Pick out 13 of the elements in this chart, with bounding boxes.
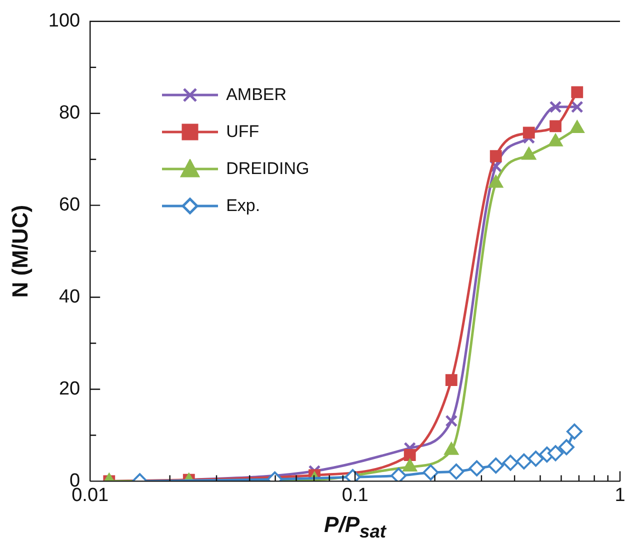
x-tick-label: 1 bbox=[614, 484, 626, 506]
x-axis-title: P/P$_{sat}$ bbox=[323, 512, 388, 544]
x-tick-label: 0.1 bbox=[342, 484, 368, 506]
legend-label: UFF bbox=[226, 122, 260, 142]
legend-label: Exp. bbox=[226, 196, 260, 216]
y-tick-label: 40 bbox=[58, 286, 80, 308]
y-tick-label: 100 bbox=[48, 10, 80, 32]
legend-label: AMBER bbox=[226, 84, 287, 105]
legend-label: DREIDING bbox=[226, 158, 310, 179]
y-axis-title: N (M/UC) bbox=[7, 204, 32, 298]
y-tick-label: 80 bbox=[58, 102, 80, 124]
y-tick-label: 60 bbox=[58, 194, 80, 216]
y-tick-label: 20 bbox=[58, 378, 80, 400]
